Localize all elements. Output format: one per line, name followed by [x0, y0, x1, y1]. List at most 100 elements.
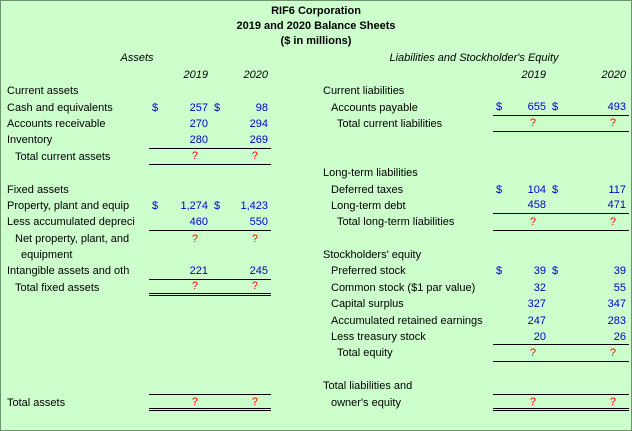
- unknown-value-cell[interactable]: ?: [149, 280, 211, 297]
- unknown-value-cell[interactable]: ?: [149, 231, 211, 247]
- cell-value: 280: [189, 133, 208, 146]
- dollar-sign: $: [214, 101, 221, 114]
- value-cell[interactable]: 270: [149, 116, 211, 132]
- unknown-value-cell[interactable]: ?: [549, 116, 629, 133]
- cell-value: 270: [189, 117, 208, 130]
- unknown-value-cell[interactable]: ?: [549, 214, 629, 231]
- spacer: [319, 66, 493, 83]
- unknown-value-cell[interactable]: ?: [493, 394, 549, 411]
- value-cell: [493, 231, 549, 247]
- value-cell[interactable]: 471: [549, 198, 629, 215]
- value-cell: [549, 83, 629, 99]
- unknown-value-cell[interactable]: ?: [211, 394, 271, 411]
- unknown-value: ?: [191, 150, 198, 163]
- value-cell[interactable]: 327: [493, 296, 549, 312]
- column-gap: [271, 83, 319, 99]
- value-cell[interactable]: 245: [211, 263, 271, 280]
- row-label: [3, 378, 149, 394]
- value-cell[interactable]: $39: [549, 263, 629, 279]
- column-gap: [271, 362, 319, 378]
- value-cell[interactable]: 32: [493, 280, 549, 296]
- value-cell: [211, 312, 271, 328]
- value-cell[interactable]: $1,274: [149, 198, 211, 214]
- value-cell: [211, 362, 271, 378]
- value-cell[interactable]: 460: [149, 214, 211, 231]
- cell-value: 39: [533, 265, 546, 278]
- sheet-row: Capital surplus 327 347: [3, 296, 629, 312]
- cell-value: 1,423: [240, 199, 268, 212]
- value-cell[interactable]: $493: [549, 99, 629, 116]
- row-label: Intangible assets and oth: [7, 265, 130, 278]
- value-cell[interactable]: $98: [211, 99, 271, 115]
- row-label: Current assets: [7, 85, 79, 98]
- value-cell: [211, 181, 271, 197]
- cell-value: 493: [607, 101, 626, 114]
- value-cell[interactable]: $39: [493, 263, 549, 279]
- value-cell[interactable]: 347: [549, 296, 629, 312]
- dollar-sign: $: [552, 101, 559, 114]
- value-cell: [149, 378, 211, 394]
- row-label: Less treasury stock: [331, 331, 426, 344]
- value-cell: [549, 378, 629, 394]
- dollar-sign: $: [152, 199, 159, 212]
- unknown-value-cell[interactable]: ?: [149, 394, 211, 411]
- unknown-value: ?: [529, 117, 536, 130]
- unknown-value-cell[interactable]: ?: [493, 116, 549, 133]
- value-cell[interactable]: 550: [211, 214, 271, 231]
- value-cell[interactable]: $104: [493, 181, 549, 197]
- value-cell[interactable]: 294: [211, 116, 271, 132]
- value-cell: [493, 247, 549, 263]
- value-cell[interactable]: 247: [493, 312, 549, 328]
- sheet-row: Property, plant and equip $1,274 $1,423 Lon…: [3, 198, 629, 215]
- value-cell[interactable]: 55: [549, 280, 629, 296]
- value-cell[interactable]: 280: [149, 132, 211, 149]
- unknown-value: ?: [251, 150, 258, 163]
- unknown-value-cell[interactable]: ?: [211, 280, 271, 297]
- unknown-value: ?: [609, 395, 616, 408]
- value-cell[interactable]: $257: [149, 99, 211, 115]
- value-cell: [493, 83, 549, 99]
- unknown-value-cell[interactable]: ?: [493, 214, 549, 231]
- unknown-value-cell[interactable]: ?: [493, 345, 549, 362]
- value-cell[interactable]: 20: [493, 329, 549, 346]
- unknown-value-cell[interactable]: ?: [549, 394, 629, 411]
- value-cell[interactable]: $655: [493, 99, 549, 116]
- cell-value: 245: [249, 264, 268, 277]
- sheet-row: Total fixed assets?? Common stock ($1 par…: [3, 280, 629, 297]
- value-cell[interactable]: 458: [493, 198, 549, 215]
- value-cell[interactable]: 269: [211, 132, 271, 149]
- row-label: Total liabilities and: [323, 380, 413, 393]
- unknown-value-cell[interactable]: ?: [549, 345, 629, 362]
- unknown-value-cell[interactable]: ?: [211, 231, 271, 247]
- dollar-sign: $: [496, 265, 503, 278]
- value-cell: [211, 378, 271, 394]
- value-cell: [211, 329, 271, 345]
- value-cell[interactable]: $1,423: [211, 198, 271, 214]
- year-label-left-2020: 2020: [243, 68, 268, 81]
- value-cell[interactable]: 221: [149, 263, 211, 280]
- cell-value: 20: [533, 330, 546, 343]
- sheet-row: Total assets?? owner's equity??: [3, 394, 629, 411]
- value-cell: [149, 312, 211, 328]
- unknown-value-cell[interactable]: ?: [211, 149, 271, 165]
- cell-value: 221: [189, 264, 208, 277]
- sheet-row: Long-term liabilities: [3, 165, 629, 181]
- row-label: Total current assets: [15, 150, 111, 163]
- value-cell[interactable]: 283: [549, 312, 629, 328]
- row-label: Fixed assets: [7, 183, 69, 196]
- row-label: [3, 345, 149, 361]
- cell-value: 26: [613, 330, 626, 343]
- value-cell[interactable]: $117: [549, 181, 629, 197]
- row-label: Accumulated retained earnings: [331, 314, 483, 327]
- unknown-value: ?: [191, 280, 198, 293]
- row-label: Cash and equivalents: [7, 101, 113, 114]
- dollar-sign: $: [496, 101, 503, 114]
- unknown-value: ?: [609, 117, 616, 130]
- value-cell[interactable]: 26: [549, 329, 629, 346]
- cell-value: 117: [608, 183, 626, 196]
- unknown-value-cell[interactable]: ?: [149, 149, 211, 165]
- row-label: Long-term debt: [331, 199, 406, 212]
- sheet-row: Fixed assets Deferred taxes $104 $117: [3, 181, 629, 197]
- value-cell: [493, 378, 549, 394]
- value-cell: [549, 149, 629, 165]
